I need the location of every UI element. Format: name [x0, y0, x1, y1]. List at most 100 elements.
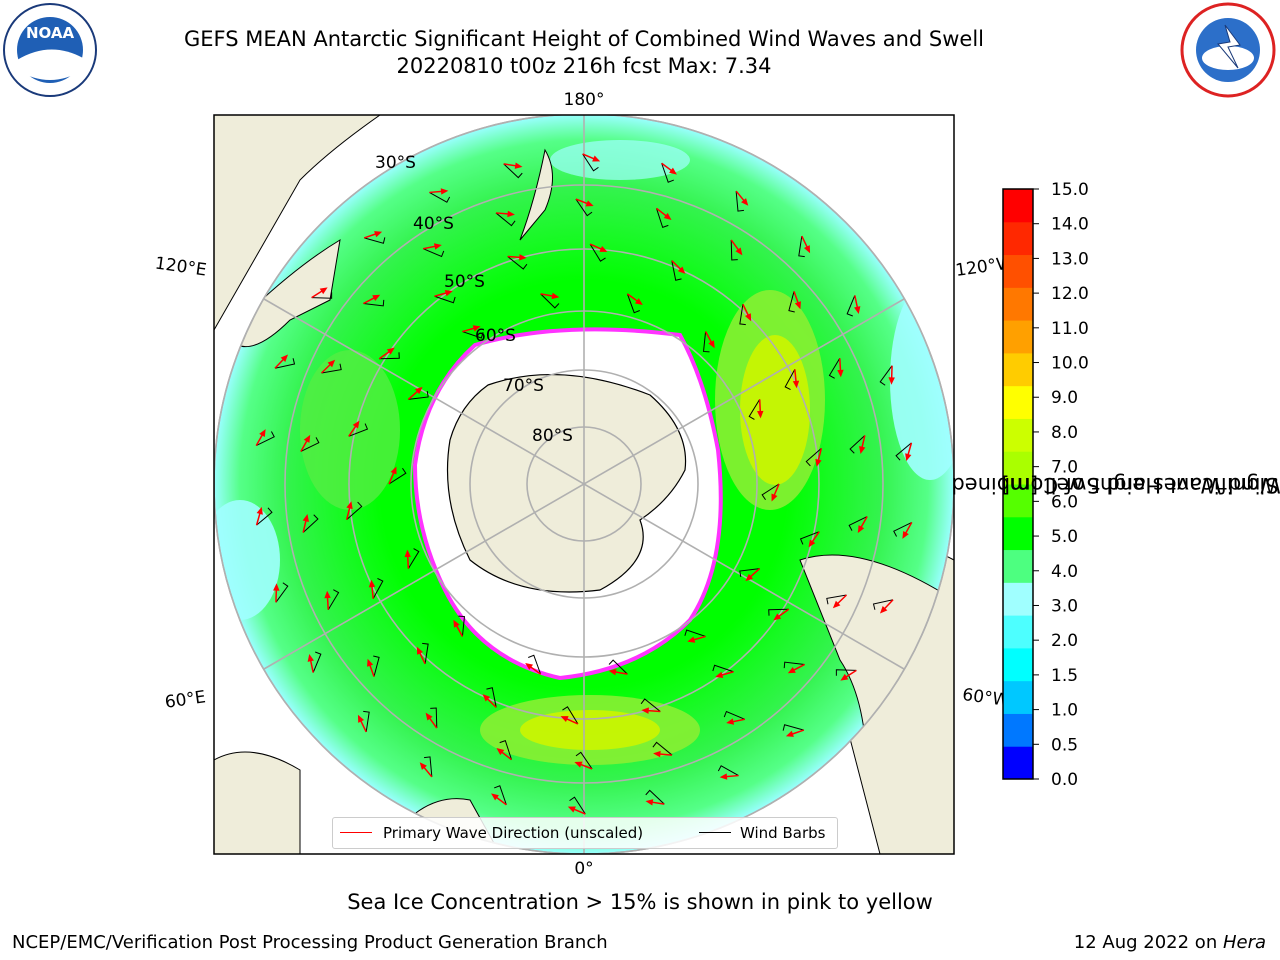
wave-arrow-head	[319, 287, 328, 295]
wind-barb	[424, 756, 433, 777]
wave-arrow-head	[608, 668, 617, 676]
wind-barb	[712, 664, 734, 673]
wind-barb	[784, 369, 796, 391]
wave-arrow-head	[444, 290, 453, 297]
wind-barb	[311, 292, 333, 299]
wind-barb	[321, 363, 342, 374]
wind-barb	[274, 358, 296, 369]
wave-arrow-head	[745, 573, 754, 582]
wave-arrow-head	[599, 245, 608, 252]
wave-arrow-head	[551, 292, 560, 300]
legend-wind-swatch	[699, 832, 731, 833]
colorbar-tick-label: 2.0	[1051, 631, 1078, 651]
wind-barb	[458, 615, 466, 637]
footer-host: Hera	[1222, 932, 1266, 953]
wind-barb	[575, 751, 593, 770]
wave-arrow-head	[525, 663, 534, 670]
lat-label-50s: 50°S	[444, 272, 485, 292]
colorbar-segment	[1003, 516, 1033, 551]
wave-arrow-head	[327, 359, 336, 368]
wave-arrow-head	[832, 600, 841, 609]
colorbar-segment	[1003, 189, 1033, 223]
legend-wind-label: Wind Barbs	[740, 824, 826, 842]
wave-arrow-head	[567, 806, 576, 813]
colorbar-tick-label: 5.0	[1051, 527, 1078, 547]
wave-arrow-head	[482, 694, 491, 702]
wind-barb	[422, 248, 445, 258]
wave-arrow-head	[815, 458, 822, 467]
colorbar-tick-label: 4.0	[1051, 562, 1078, 582]
wave-arrow-head	[472, 325, 481, 332]
wave-arrow-head	[719, 773, 728, 780]
wave-arrow-head	[888, 377, 895, 385]
wave-arrow-head	[574, 761, 583, 768]
colorbar-segment	[1003, 713, 1033, 747]
wind-barb	[434, 295, 456, 304]
wind-barb	[783, 661, 805, 669]
noaa-logo-text: NOAA	[26, 24, 75, 42]
wave-arrow-head	[273, 583, 280, 591]
wind-barb	[661, 163, 674, 183]
lat-label-30s: 30°S	[375, 153, 416, 173]
wind-barb	[569, 796, 586, 815]
wave-arrow-head	[367, 658, 374, 667]
wind-barb	[626, 293, 640, 314]
wave-arrow-head	[259, 429, 266, 438]
colorbar-segment	[1003, 746, 1033, 780]
colorbar-tick-label: 15.0	[1051, 180, 1089, 200]
map-frame	[213, 114, 955, 855]
wave-arrow-head	[879, 605, 888, 614]
wave-arrow-head	[514, 162, 523, 169]
wave-arrow-head	[425, 712, 433, 721]
lon-label-180: 180°	[564, 90, 605, 110]
colorbar-tick-label: 8.0	[1051, 423, 1078, 443]
lon-label-0: 0°	[574, 859, 593, 879]
wave-arrow-head	[757, 410, 764, 419]
wave-arrow-head	[592, 155, 601, 162]
colorbar-tick-label: 3.0	[1051, 596, 1078, 616]
wave-arrow-head	[837, 369, 844, 378]
wave-arrow-head	[726, 718, 735, 725]
wind-barb	[575, 198, 593, 217]
wind-barb	[748, 399, 761, 420]
wave-arrow-head	[653, 750, 661, 758]
wind-barb	[462, 331, 484, 339]
chart-title: GEFS MEAN Antarctic Significant Height o…	[183, 27, 985, 51]
colorbar-segment	[1003, 680, 1033, 714]
wave-arrow-head	[302, 514, 309, 522]
wind-barb	[848, 516, 868, 531]
wind-barb	[407, 548, 420, 569]
colorbar-segment	[1003, 385, 1033, 419]
footer-date: 12 Aug 2022 on Hera	[1074, 932, 1266, 953]
colorbar: 0.0 0.5 1.0 1.5 2.0 3.0 4.0 5.0 6.0 7.0 8.0 9.0 10.0…	[1002, 180, 1089, 790]
wind-barb	[730, 239, 738, 261]
wind-barb	[735, 191, 744, 212]
wind-barb	[373, 655, 380, 677]
colorbar-segment	[1003, 484, 1033, 518]
wave-arrow-head	[854, 306, 861, 315]
colorbar-tick-label: 13.0	[1051, 249, 1089, 269]
wind-barb	[768, 608, 789, 616]
wave-arrow-head	[352, 420, 360, 429]
wind-barb	[589, 243, 606, 262]
wind-barb	[408, 390, 429, 400]
wave-arrow-head	[840, 673, 849, 681]
wave-arrow-head	[905, 453, 912, 462]
colorbar-segment	[1003, 320, 1033, 354]
wind-barb	[652, 741, 673, 756]
wind-barb	[872, 599, 894, 610]
wind-barb	[835, 669, 857, 676]
graticule	[214, 115, 954, 854]
antarctica-landmass	[446, 373, 687, 593]
wave-arrow-head	[792, 380, 800, 389]
legend-wave-swatch	[340, 832, 372, 833]
wind-barb	[312, 651, 322, 673]
wind-barb	[798, 236, 805, 258]
wave-arrow-head	[560, 716, 569, 723]
map-legend: Primary Wave Direction (unscaled) Wind B…	[332, 817, 838, 849]
wind-barb	[495, 212, 516, 227]
wind-barb	[723, 710, 746, 720]
wind-barb	[327, 589, 340, 610]
colorbar-tick-label: 0.0	[1051, 770, 1078, 790]
wave-arrow-head	[735, 247, 743, 256]
